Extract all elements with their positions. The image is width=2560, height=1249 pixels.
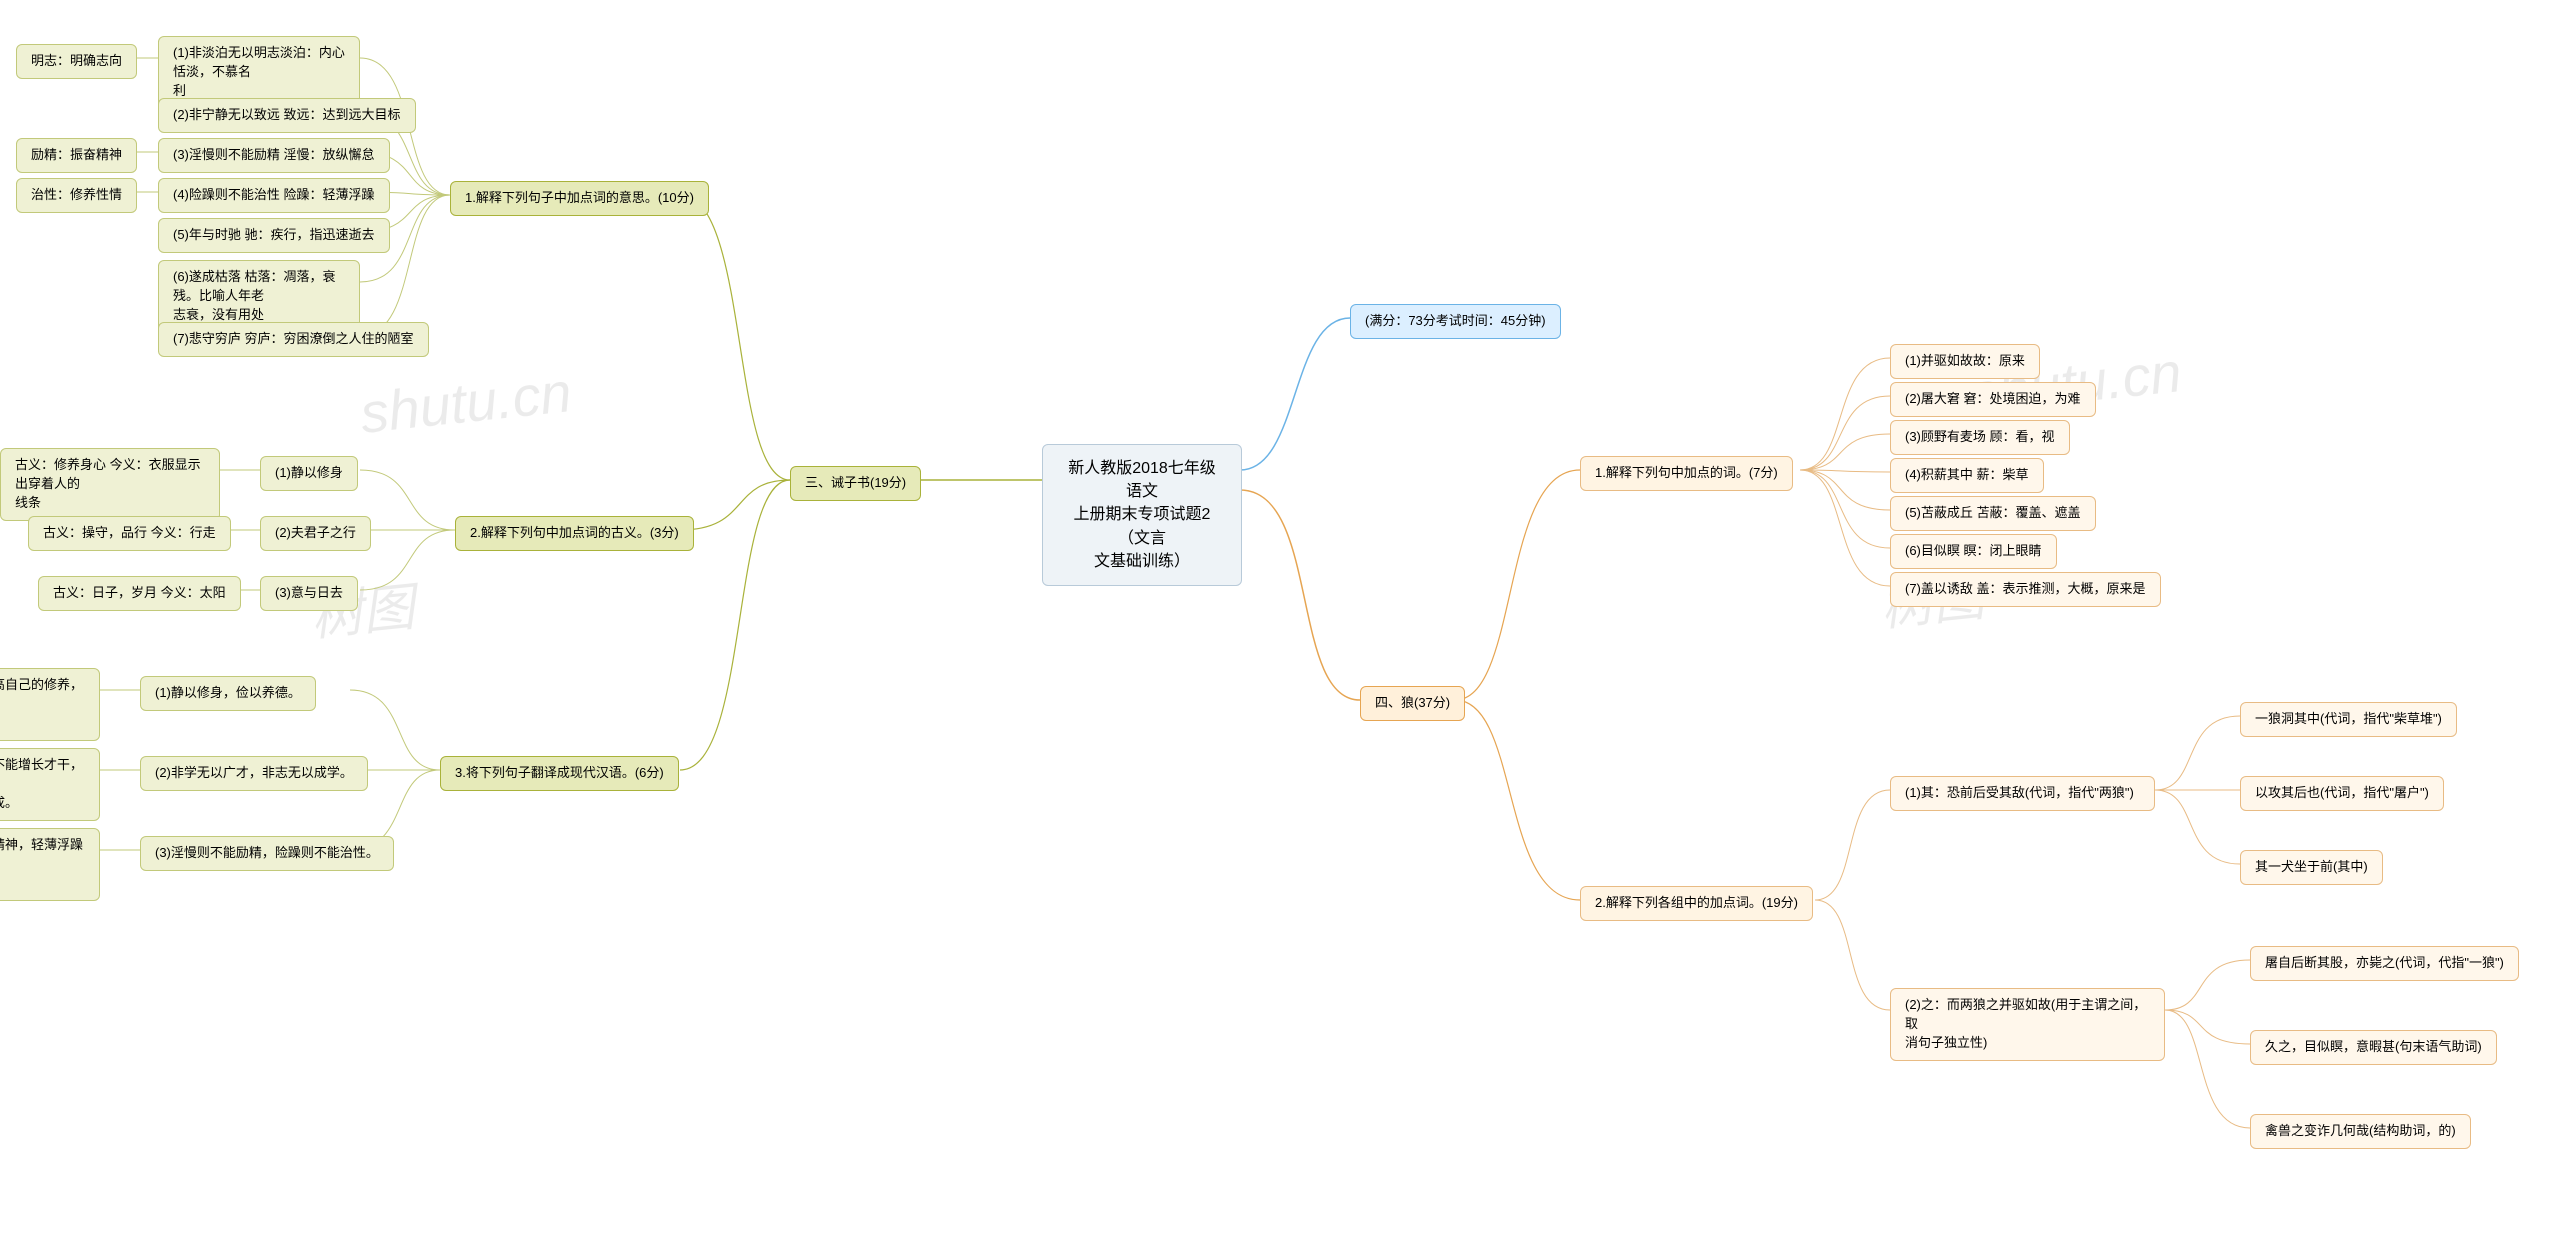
watermark: shutu.cn <box>357 359 574 446</box>
leaf-node: (1)并驱如故故：原来 <box>1890 344 2040 379</box>
leaf-node: (2)夫君子之行 <box>260 516 371 551</box>
leaf-node: 放纵懈怠就不能振奋精神，轻薄浮躁就不能修 养性情。 <box>0 828 100 901</box>
node-section-4[interactable]: 四、狼(37分) <box>1360 686 1465 721</box>
leaf-node: 古义：日子，岁月 今义：太阳 <box>38 576 241 611</box>
leaf-node: (3)顾野有麦场 顾：看，视 <box>1890 420 2070 455</box>
mindmap-root[interactable]: 新人教版2018七年级语文 上册期末专项试题2（文言 文基础训练） <box>1042 444 1242 586</box>
node-s3-q2[interactable]: 2.解释下列句中加点词的古义。(3分) <box>455 516 694 551</box>
leaf-node: (2)屠大窘 窘：处境困迫，为难 <box>1890 382 2096 417</box>
node-s4-q2-g1[interactable]: (1)其：恐前后受其敌(代词，指代"两狼") <box>1890 776 2155 811</box>
leaf-node: (2)非宁静无以致远 致远：达到远大目标 <box>158 98 416 133</box>
node-section-3[interactable]: 三、诫子书(19分) <box>790 466 921 501</box>
leaf-node: 屏除杂念和干扰来提高自己的修养，勤俭节约 来培养自己的品德。 <box>0 668 100 741</box>
leaf-node: (6)目似瞑 瞑：闭上眼睛 <box>1890 534 2057 569</box>
leaf-node: (7)盖以诱敌 盖：表示推测，大概，原来是 <box>1890 572 2161 607</box>
leaf-node: 久之，目似瞑，意暇甚(句末语气助词) <box>2250 1030 2497 1065</box>
leaf-node: (3)意与日去 <box>260 576 358 611</box>
leaf-node: 古义：操守，品行 今义：行走 <box>28 516 231 551</box>
node-exam-info[interactable]: (满分：73分考试时间：45分钟) <box>1350 304 1561 339</box>
leaf-node: 明志：明确志向 <box>16 44 137 79</box>
leaf-node: (3)淫慢则不能励精 淫慢：放纵懈怠 <box>158 138 390 173</box>
leaf-node: 治性：修养性情 <box>16 178 137 213</box>
leaf-node: 如果不下苦功学习就不能增长才干，如果意志 不坚定就不能学有所成。 <box>0 748 100 821</box>
leaf-node: 以攻其后也(代词，指代"屠户") <box>2240 776 2444 811</box>
leaf-node: (7)悲守穷庐 穷庐：穷困潦倒之人住的陋室 <box>158 322 429 357</box>
leaf-node: (1)静以修身，俭以养德。 <box>140 676 316 711</box>
leaf-node: 其一犬坐于前(其中) <box>2240 850 2383 885</box>
leaf-node: (4)险躁则不能治性 险躁：轻薄浮躁 <box>158 178 390 213</box>
leaf-node: 屠自后断其股，亦毙之(代词，代指"一狼") <box>2250 946 2519 981</box>
node-s3-q1[interactable]: 1.解释下列句子中加点词的意思。(10分) <box>450 181 709 216</box>
leaf-node: (3)淫慢则不能励精，险躁则不能治性。 <box>140 836 394 871</box>
leaf-node: (5)苫蔽成丘 苫蔽：覆盖、遮盖 <box>1890 496 2096 531</box>
node-s4-q2[interactable]: 2.解释下列各组中的加点词。(19分) <box>1580 886 1813 921</box>
node-s4-q1[interactable]: 1.解释下列句中加点的词。(7分) <box>1580 456 1793 491</box>
leaf-node: 古义：修养身心 今义：衣服显示出穿着人的 线条 <box>0 448 220 521</box>
leaf-node: (4)积薪其中 薪：柴草 <box>1890 458 2044 493</box>
node-s4-q2-g2[interactable]: (2)之：而两狼之并驱如故(用于主谓之间，取 消句子独立性) <box>1890 988 2165 1061</box>
leaf-node: (1)静以修身 <box>260 456 358 491</box>
leaf-node: (5)年与时驰 驰：疾行，指迅速逝去 <box>158 218 390 253</box>
leaf-node: 禽兽之变诈几何哉(结构助词，的) <box>2250 1114 2471 1149</box>
leaf-node: 励精：振奋精神 <box>16 138 137 173</box>
node-s3-q3[interactable]: 3.将下列句子翻译成现代汉语。(6分) <box>440 756 679 791</box>
leaf-node: (2)非学无以广才，非志无以成学。 <box>140 756 368 791</box>
leaf-node: 一狼洞其中(代词，指代"柴草堆") <box>2240 702 2457 737</box>
